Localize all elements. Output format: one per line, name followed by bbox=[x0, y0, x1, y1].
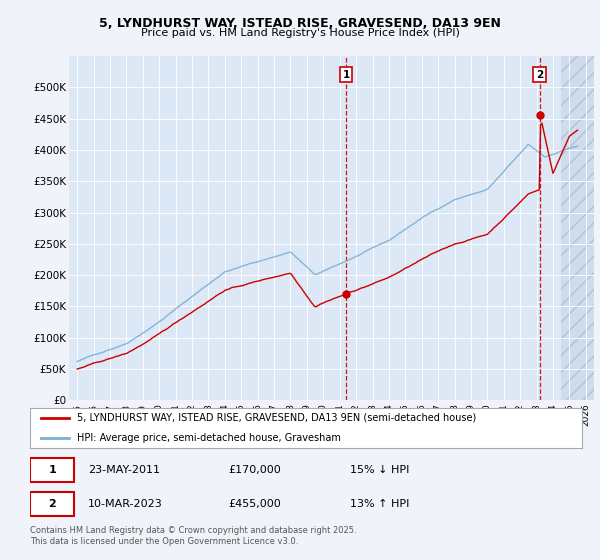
Text: 13% ↑ HPI: 13% ↑ HPI bbox=[350, 499, 410, 509]
FancyBboxPatch shape bbox=[30, 458, 74, 482]
Text: HPI: Average price, semi-detached house, Gravesham: HPI: Average price, semi-detached house,… bbox=[77, 433, 341, 443]
FancyBboxPatch shape bbox=[30, 492, 74, 516]
Bar bbox=[561, 56, 594, 400]
Text: Price paid vs. HM Land Registry's House Price Index (HPI): Price paid vs. HM Land Registry's House … bbox=[140, 28, 460, 38]
Text: 1: 1 bbox=[343, 70, 350, 80]
Text: Contains HM Land Registry data © Crown copyright and database right 2025.
This d: Contains HM Land Registry data © Crown c… bbox=[30, 526, 356, 546]
Text: 1: 1 bbox=[48, 465, 56, 475]
Text: 5, LYNDHURST WAY, ISTEAD RISE, GRAVESEND, DA13 9EN: 5, LYNDHURST WAY, ISTEAD RISE, GRAVESEND… bbox=[99, 17, 501, 30]
Text: 2: 2 bbox=[48, 499, 56, 509]
Text: £455,000: £455,000 bbox=[229, 499, 281, 509]
Text: 23-MAY-2011: 23-MAY-2011 bbox=[88, 465, 160, 475]
Text: £170,000: £170,000 bbox=[229, 465, 281, 475]
Text: 15% ↓ HPI: 15% ↓ HPI bbox=[350, 465, 410, 475]
Text: 10-MAR-2023: 10-MAR-2023 bbox=[88, 499, 163, 509]
Text: 2: 2 bbox=[536, 70, 544, 80]
Text: 5, LYNDHURST WAY, ISTEAD RISE, GRAVESEND, DA13 9EN (semi-detached house): 5, LYNDHURST WAY, ISTEAD RISE, GRAVESEND… bbox=[77, 413, 476, 423]
